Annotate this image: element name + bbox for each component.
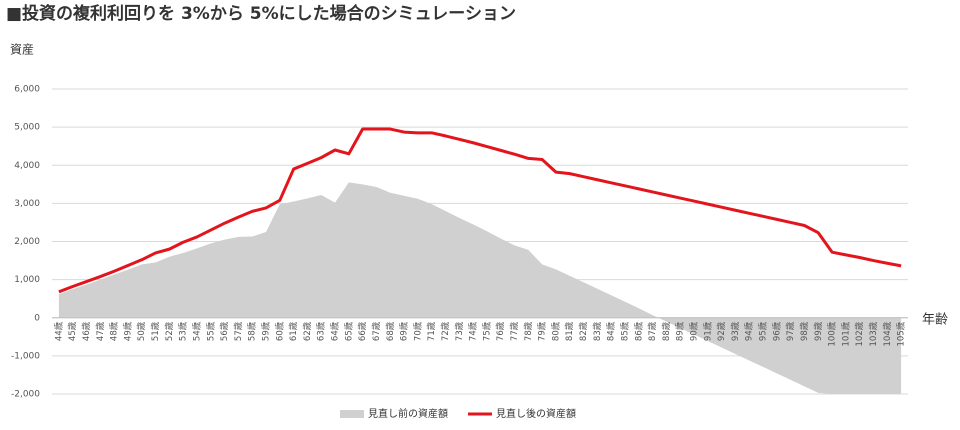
x-tick-label: 92歳	[716, 321, 727, 341]
x-tick-label: 81歳	[564, 321, 575, 341]
x-tick-label: 45歳	[67, 321, 78, 341]
legend-label: 見直し前の資産額	[368, 407, 448, 420]
x-tick-label: 65歳	[343, 321, 354, 341]
x-tick-label: 64歳	[330, 321, 341, 341]
x-tick-label: 77歳	[509, 321, 520, 341]
x-tick-label: 80歳	[550, 321, 561, 341]
x-tick-label: 75歳	[481, 321, 492, 341]
x-tick-label: 104歳	[882, 321, 893, 346]
x-tick-label: 105歳	[896, 321, 907, 346]
x-tick-label: 68歳	[385, 321, 396, 341]
x-tick-label: 61歳	[288, 321, 299, 341]
y-tick-label: 2,000	[14, 237, 40, 247]
x-tick-label: 88歳	[661, 321, 672, 341]
x-tick-label: 82歳	[578, 321, 589, 341]
x-tick-label: 44歳	[53, 321, 64, 341]
x-tick-label: 99歳	[813, 321, 824, 341]
y-tick-label: 0	[34, 313, 40, 323]
x-tick-label: 50歳	[136, 321, 147, 341]
x-tick-label: 98歳	[799, 321, 810, 341]
x-tick-label: 76歳	[495, 321, 506, 341]
x-tick-label: 59歳	[261, 321, 272, 341]
x-tick-label: 101歳	[840, 321, 851, 346]
x-tick-label: 97歳	[785, 321, 796, 341]
y-tick-label: 6,000	[14, 85, 40, 95]
y-tick-label: 4,000	[14, 161, 40, 171]
legend-label: 見直し後の資産額	[496, 407, 576, 420]
y-tick-label: -1,000	[11, 351, 40, 361]
x-tick-label: 74歳	[468, 321, 479, 341]
line	[58, 127, 902, 294]
x-tick-label: 73歳	[454, 321, 465, 341]
x-tick-label: 95歳	[758, 321, 769, 341]
x-tick-label: 57歳	[233, 321, 244, 341]
x-tick-label: 63歳	[316, 321, 327, 341]
x-tick-label: 100歳	[827, 321, 838, 346]
x-tick-label: 93歳	[730, 321, 741, 341]
x-tick-label: 56歳	[219, 321, 230, 341]
y-tick-label: 1,000	[14, 275, 40, 285]
x-tick-label: 58歳	[247, 321, 258, 341]
x-tick-label: 53歳	[178, 321, 189, 341]
x-tick-label: 70歳	[412, 321, 423, 341]
x-axis-label: 年齢	[922, 313, 948, 328]
x-tick-label: 89歳	[675, 321, 686, 341]
x-tick-label: 55歳	[205, 321, 216, 341]
y-tick-label: 5,000	[14, 123, 40, 133]
x-tick-label: 62歳	[302, 321, 313, 341]
x-tick-label: 72歳	[440, 321, 451, 341]
x-tick-label: 69歳	[399, 321, 410, 341]
x-tick-label: 66歳	[357, 321, 368, 341]
x-tick-label: 84歳	[606, 321, 617, 341]
y-tick-label: -2,000	[11, 390, 40, 400]
x-tick-label: 48歳	[109, 321, 120, 341]
x-tick-label: 96歳	[771, 321, 782, 341]
x-tick-label: 83歳	[592, 321, 603, 341]
legend-swatch	[340, 410, 364, 418]
x-tick-label: 67歳	[371, 321, 382, 341]
x-tick-label: 86歳	[633, 321, 644, 341]
x-tick-label: 90歳	[689, 321, 700, 341]
x-tick-label: 102歳	[854, 321, 865, 346]
x-tick-label: 49歳	[122, 321, 133, 341]
x-tick-label: 85歳	[619, 321, 630, 341]
x-tick-label: 79歳	[537, 321, 548, 341]
x-tick-label: 47歳	[95, 321, 106, 341]
x-tick-label: 87歳	[647, 321, 658, 341]
x-tick-label: 51歳	[150, 321, 161, 341]
x-tick-label: 46歳	[81, 321, 92, 341]
x-tick-label: 91歳	[702, 321, 713, 341]
x-tick-label: 54歳	[191, 321, 202, 341]
y-axis-label: 資産	[10, 42, 34, 57]
x-tick-label: 60歳	[274, 321, 285, 341]
x-tick-label: 52歳	[164, 321, 175, 341]
area	[58, 182, 902, 394]
x-tick-label: 71歳	[426, 321, 437, 341]
y-tick-label: 3,000	[14, 199, 40, 209]
chart-title: ■投資の複利利回りを 3%から 5%にした場合のシミュレーション	[6, 3, 516, 24]
x-tick-label: 78歳	[523, 321, 534, 341]
x-tick-label: 94歳	[744, 321, 755, 341]
x-tick-label: 103歳	[868, 321, 879, 346]
